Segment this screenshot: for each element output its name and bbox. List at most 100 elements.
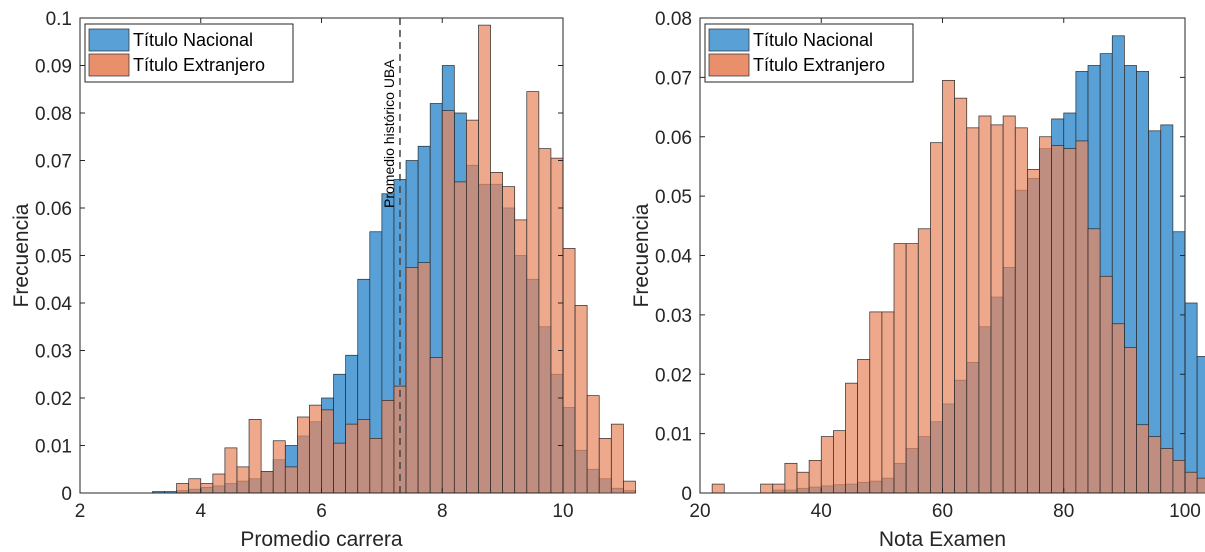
bar [1099,275,1113,494]
bar [272,440,286,494]
bar [1063,148,1077,494]
bar [284,466,298,494]
legend-label: Título Extranjero [753,55,885,75]
legend-swatch [88,53,130,77]
bar [1148,436,1162,494]
bar [978,115,992,494]
bar [1196,477,1205,494]
bar [1087,228,1101,494]
bar [1039,136,1052,494]
bar [574,305,588,494]
y-tick-label: 0.02 [35,389,72,410]
legend-label: Título Nacional [133,30,253,50]
bar [966,127,980,494]
y-tick-label: 0.01 [655,425,692,446]
bar [466,119,479,494]
y-axis-label: Frecuencia [10,203,33,307]
bar [1160,448,1174,494]
bar [598,438,612,494]
bar [623,480,636,494]
bar [772,483,786,494]
bar [930,142,943,494]
x-tick-label: 80 [1053,501,1074,522]
legend: Título Nacional Título Extranjero [84,23,294,83]
y-tick-label: 0.07 [35,152,72,173]
bar [176,483,190,494]
y-tick-label: 0.05 [35,247,72,268]
x-axis: 20 40 60 80 100 [689,18,1201,522]
x-tick-label: 8 [437,501,448,522]
bar [610,423,624,494]
bar [236,466,250,494]
bar [502,186,516,494]
legend-swatch [708,28,750,52]
bar [188,478,202,494]
bar [224,447,238,494]
y-tick-label: 0.09 [35,57,72,78]
x-tick-label: 40 [811,501,832,522]
bar [478,24,491,494]
y-tick-label: 0.07 [655,68,692,89]
bar [711,483,725,494]
bar [760,483,774,494]
bar [893,243,907,494]
y-tick-label: 0.05 [655,187,692,208]
bar [405,267,419,494]
bar [917,228,931,494]
bar [1027,169,1040,494]
series-extranjero [176,24,636,494]
bar [490,172,503,494]
bar [857,359,871,494]
bar [1172,231,1186,494]
histogram-nota-examen: 0 0.01 0.02 0.03 0.04 0.05 0.06 0.07 0.08 20 40 60 8… [630,9,1205,551]
bar [514,219,528,494]
legend-label: Título Extranjero [133,55,265,75]
y-tick-label: 0.06 [655,128,692,149]
x-tick-label: 6 [316,501,327,522]
bar [1002,115,1016,494]
bar [1051,145,1065,494]
y-tick-label: 0.1 [46,9,72,30]
bar [1124,347,1137,494]
bar [381,400,395,494]
bar [562,248,576,494]
bar [1196,356,1205,494]
bar [1111,323,1125,494]
y-tick-label: 0 [681,484,692,505]
y-tick-label: 0.08 [35,104,72,125]
bar [1075,140,1089,494]
bar [248,419,262,494]
x-tick-label: 100 [1169,501,1201,522]
bar [881,311,895,494]
bar [905,243,919,494]
y-tick-label: 0.01 [35,437,72,458]
x-tick-label: 20 [689,501,710,522]
x-tick-label: 60 [932,501,953,522]
bar [369,438,383,494]
bar [1160,124,1174,494]
bar [1014,127,1028,494]
histogram-promedio-carrera: Promedio histórico UBA00.010.020.030.040… [10,9,636,551]
y-tick-label: 0.02 [655,365,692,386]
legend-swatch [708,53,750,77]
bar [538,148,552,494]
y-tick-label: 0.03 [655,306,692,327]
bar [954,97,968,494]
y-tick-label: 0.04 [655,247,692,268]
bar [297,416,310,494]
series-extranjero [711,79,1205,494]
y-tick-label: 0 [61,484,72,505]
bar [942,79,955,494]
bar [845,382,858,494]
bar [784,462,798,494]
bar [869,311,883,494]
bar [526,91,540,494]
legend-label: Título Nacional [753,30,873,50]
bar [417,262,431,494]
bar [808,459,822,494]
x-tick-label: 10 [552,501,573,522]
y-axis: 0 0.01 0.02 0.03 0.04 0.05 0.06 0.07 0.08 [655,9,1185,505]
legend: Título Nacional Título Extranjero [704,23,914,83]
y-tick-label: 0.08 [655,9,692,30]
y-axis-label: Frecuencia [630,203,653,307]
